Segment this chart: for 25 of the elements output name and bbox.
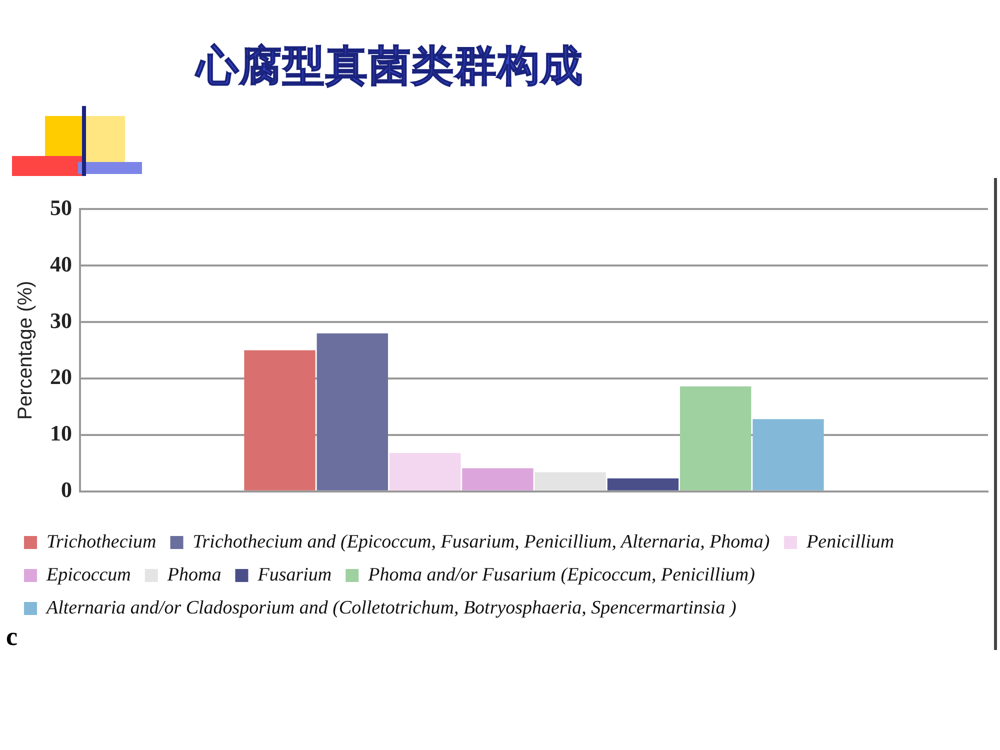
bar (462, 468, 534, 490)
bar (680, 386, 752, 490)
legend-label: Phoma and/or Fusarium (Epicoccum, Penicillium) (367, 564, 755, 586)
legend-label: Phoma (166, 564, 222, 586)
legend-label: Alternaria and/or Cladosporium and (Colletotrichum, Botryosphaeria, Spencermartinsia ) (44, 598, 736, 618)
bar (244, 350, 316, 490)
legend-label: Trichothecium and (Epicoccum, Fusarium, Penicillium, Alternaria, Phoma) (192, 532, 770, 552)
legend-label: Penicillium (806, 532, 894, 552)
y-tick-label: 20 (50, 364, 72, 390)
legend-label: Epicoccum (46, 564, 131, 586)
legend-label: Fusarium (256, 564, 332, 586)
y-tick-label: 50 (50, 194, 72, 220)
bar (752, 419, 824, 490)
y-tick-label: 10 (50, 420, 72, 446)
y-tick-label: 40 (50, 251, 72, 276)
bar (389, 453, 461, 490)
bar (607, 478, 679, 490)
bar (316, 333, 388, 490)
chart-title: 心腐型真菌类群构成 (194, 40, 584, 92)
y-tick-label: 30 (50, 308, 72, 333)
text: c (6, 622, 18, 652)
y-tick-label: 0 (61, 477, 72, 502)
bar (534, 472, 606, 490)
legend-label: Trichothecium (46, 532, 156, 552)
y-axis-title: Percentage (%) (14, 280, 37, 420)
